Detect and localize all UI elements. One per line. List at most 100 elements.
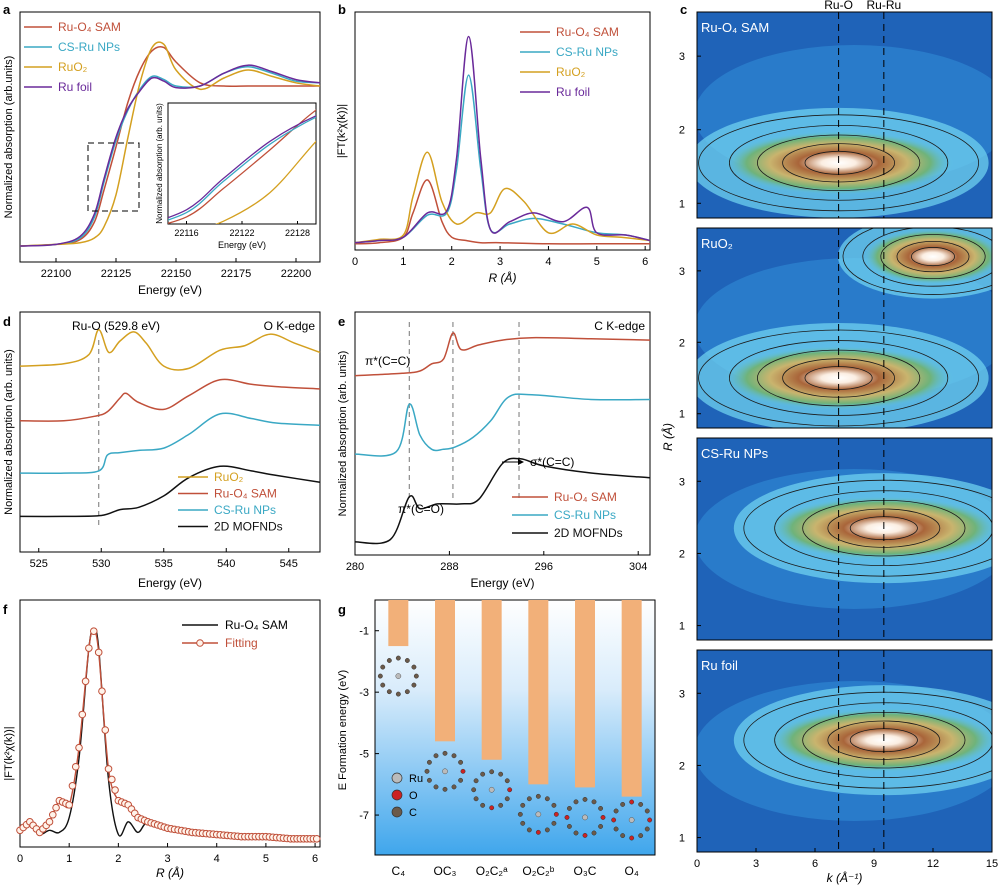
- panel-g-atom: [498, 802, 504, 808]
- panel-g-legend-marker: [391, 789, 403, 801]
- panel-f-fit-marker: [78, 710, 87, 719]
- panel-label-c: c: [680, 2, 687, 17]
- panel-f-fit-marker: [104, 765, 113, 773]
- panel-g-legend-label: O: [409, 790, 418, 802]
- panel-g-atom: [426, 759, 432, 765]
- panel-b-legend-label: RuO₂: [556, 65, 586, 79]
- panel-d-legend-label: CS-Ru NPs: [214, 503, 276, 517]
- panel-g-ytick-label: -7: [359, 810, 369, 822]
- panel-a-inset-xtick-label: 22116: [174, 228, 198, 238]
- panel-a-series-line: [19, 64, 321, 247]
- panel-g-atom: [433, 784, 439, 790]
- panel-c-contour: [880, 234, 986, 280]
- panel-g-atom: [526, 827, 532, 833]
- panel-f-ylabel: |FT(k²χ(k))|: [3, 726, 15, 780]
- panel-c-xtick-label: 3: [753, 858, 759, 870]
- panel-g-atom-ru: [535, 811, 542, 818]
- panel-g-atom: [411, 682, 417, 688]
- panel-b-xtick-label: 3: [497, 256, 503, 268]
- panel-g-atom: [629, 835, 635, 841]
- panel-g-atom: [507, 787, 513, 793]
- panel-a-inset-xlabel: Energy (eV): [218, 240, 266, 250]
- panel-b-xtick-label: 2: [449, 256, 455, 268]
- panel-g-atom: [573, 830, 579, 836]
- panel-a-axes: [19, 11, 321, 263]
- panel-g-atom: [380, 664, 386, 670]
- panel-e-series-line: [354, 332, 651, 377]
- panel-g-axes: [374, 599, 656, 856]
- panel-f: f 0 1 2 3 4 5 6 R (Å) |FT(k²χ(k))| Ru-O₄ SAM Fittin…: [3, 599, 321, 880]
- panel-g-atom: [551, 820, 557, 826]
- panel-label-b: b: [338, 2, 346, 17]
- panel-f-fit-marker: [98, 687, 106, 695]
- panel-a-inset-ylabel: Normalized absorption (arb. units): [155, 103, 164, 224]
- panel-g-atom: [424, 768, 430, 774]
- panel-g-atom: [395, 655, 401, 661]
- panel-e-xtick-label: 288: [440, 561, 458, 573]
- panel-d-series-line: [19, 412, 321, 475]
- panel-f-fit-marker: [111, 786, 119, 794]
- panel-e-annotation: π*(C=C): [365, 354, 410, 368]
- panel-e-series-line: [354, 457, 651, 545]
- panel-c-contour: [842, 228, 992, 295]
- panel-g-atom: [498, 771, 504, 777]
- panel-g-atom: [526, 796, 532, 802]
- panel-g-atom: [551, 802, 557, 808]
- panel-a-inset-line: [215, 140, 316, 224]
- panel-a-legend-label: CS-Ru NPs: [58, 40, 120, 54]
- panel-c-ytick-label: 2: [679, 337, 685, 349]
- panel-c-ytick-label: 2: [679, 548, 685, 560]
- panel-g-atom: [564, 814, 570, 820]
- panel-g-ylabel: E Formation energy (eV): [337, 670, 349, 790]
- panel-g-atom-ru: [395, 673, 402, 679]
- panel-f-fit-line: [19, 630, 321, 840]
- panel-c-peak: [768, 708, 992, 773]
- panel-a-xtick-label: 22100: [41, 268, 72, 280]
- panel-g-atom: [426, 777, 432, 783]
- panel-g-legend-marker: [391, 806, 403, 818]
- panel-f-fit-marker: [48, 810, 57, 819]
- panel-g-atom: [386, 658, 392, 663]
- panel-f-fit-marker: [94, 648, 103, 657]
- panel-c-axes: [696, 437, 993, 641]
- panel-g-atom: [504, 778, 510, 784]
- panel-g-atom: [458, 777, 464, 783]
- panel-e-annotation: π*(C=O): [398, 502, 444, 516]
- panel-g-atom: [404, 689, 410, 695]
- panel-g-legend-marker: [391, 772, 403, 784]
- panel-a-inset-line: [168, 115, 316, 219]
- panel-b-series-line: [354, 74, 651, 244]
- panel-c-xtick-label: 15: [986, 858, 998, 870]
- panel-f-xtick-label: 2: [115, 853, 121, 865]
- panel-g-atom: [620, 833, 626, 839]
- panel-g-bar: [528, 600, 549, 785]
- panel-g-atom: [598, 805, 604, 811]
- panel-d-xtick-label: 540: [217, 558, 235, 570]
- panel-e-arrow-head: [518, 459, 524, 465]
- panel-f-fit-marker: [312, 834, 321, 843]
- panel-a-inset-xtick-label: 22128: [285, 228, 310, 238]
- panel-g-atom: [600, 814, 606, 820]
- panel-c-ytick-label: 3: [679, 688, 685, 700]
- panel-a-inset-line: [168, 116, 316, 221]
- panel-g-atom: [535, 829, 541, 835]
- panel-b-xtick-label: 4: [545, 256, 551, 268]
- panel-e: e 280 288 296 304 Energy (eV) Normalized absor…: [337, 311, 651, 590]
- panel-d-xtick-label: 545: [280, 558, 298, 570]
- panel-e-ylabel: Normalized absorption (arb. units): [337, 351, 349, 517]
- panel-d-xtick-label: 535: [155, 558, 173, 570]
- panel-g-atom: [473, 796, 479, 802]
- panel-c-ytick-label: 1: [679, 198, 685, 210]
- panel-g-bar: [575, 600, 595, 788]
- panel-f-fit-marker: [101, 726, 110, 734]
- panel-e-xtick-label: 304: [629, 561, 647, 573]
- panel-d-title: O K-edge: [264, 319, 316, 333]
- panel-c-subpanel-label: Ru-O₄ SAM: [701, 20, 769, 35]
- panel-g-atom: [553, 811, 559, 817]
- panel-a-series-line: [19, 41, 321, 247]
- panel-g-atom: [489, 805, 495, 811]
- panel-d-legend-label: 2D MOFNDs: [214, 520, 283, 534]
- panel-g-atom: [517, 811, 523, 817]
- panel-g-category-label: O₃C: [574, 864, 597, 878]
